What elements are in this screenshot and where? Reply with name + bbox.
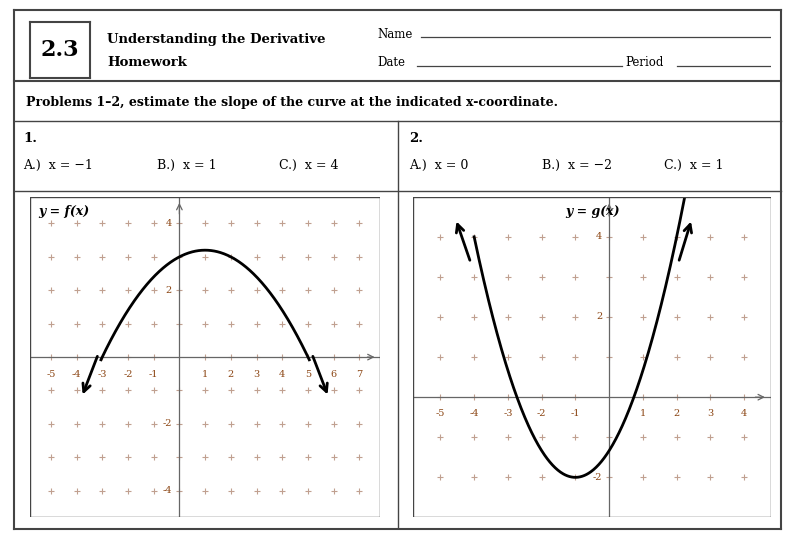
- Text: Understanding the Derivative: Understanding the Derivative: [107, 33, 326, 46]
- Text: C.)  x = 1: C.) x = 1: [665, 159, 723, 172]
- Text: -5: -5: [46, 370, 56, 379]
- Text: 1: 1: [640, 409, 646, 418]
- Text: 4: 4: [279, 370, 285, 379]
- Text: -1: -1: [149, 370, 158, 379]
- Text: -4: -4: [72, 370, 81, 379]
- Text: 6: 6: [331, 370, 337, 379]
- Text: A.)  x = −1: A.) x = −1: [24, 159, 94, 172]
- Text: -2: -2: [123, 370, 133, 379]
- Text: B.)  x = −2: B.) x = −2: [542, 159, 612, 172]
- Text: -2: -2: [593, 473, 603, 482]
- Text: Homework: Homework: [107, 56, 188, 69]
- Text: 2.3: 2.3: [41, 39, 80, 61]
- Text: Date: Date: [378, 56, 405, 69]
- Text: 5: 5: [305, 370, 311, 379]
- Text: 4: 4: [741, 409, 747, 418]
- Text: C.)  x = 4: C.) x = 4: [278, 159, 338, 172]
- Text: 2: 2: [165, 286, 172, 295]
- Text: -1: -1: [571, 409, 580, 418]
- Text: 7: 7: [356, 370, 363, 379]
- Text: -3: -3: [98, 370, 107, 379]
- Text: 2: 2: [673, 409, 680, 418]
- Text: 4: 4: [596, 232, 603, 241]
- Text: 2.: 2.: [409, 132, 423, 145]
- Text: -2: -2: [162, 419, 172, 429]
- Text: B.)  x = 1: B.) x = 1: [157, 159, 216, 172]
- Text: -5: -5: [436, 409, 445, 418]
- Text: 2: 2: [596, 313, 603, 321]
- Text: y = g(x): y = g(x): [565, 205, 619, 218]
- Text: -2: -2: [537, 409, 546, 418]
- Text: Period: Period: [626, 56, 664, 69]
- Text: 2: 2: [227, 370, 234, 379]
- Text: 1.: 1.: [24, 132, 37, 145]
- Text: -4: -4: [162, 486, 172, 495]
- Text: 3: 3: [254, 370, 260, 379]
- Text: Name: Name: [378, 27, 413, 40]
- Text: -4: -4: [469, 409, 479, 418]
- Text: A.)  x = 0: A.) x = 0: [409, 159, 468, 172]
- Text: 4: 4: [165, 219, 172, 228]
- Text: y = f(x): y = f(x): [38, 205, 89, 218]
- Text: Problems 1–2, estimate the slope of the curve at the indicated x-coordinate.: Problems 1–2, estimate the slope of the …: [26, 96, 558, 109]
- Text: 1: 1: [202, 370, 208, 379]
- Text: 3: 3: [708, 409, 714, 418]
- Text: -3: -3: [503, 409, 513, 418]
